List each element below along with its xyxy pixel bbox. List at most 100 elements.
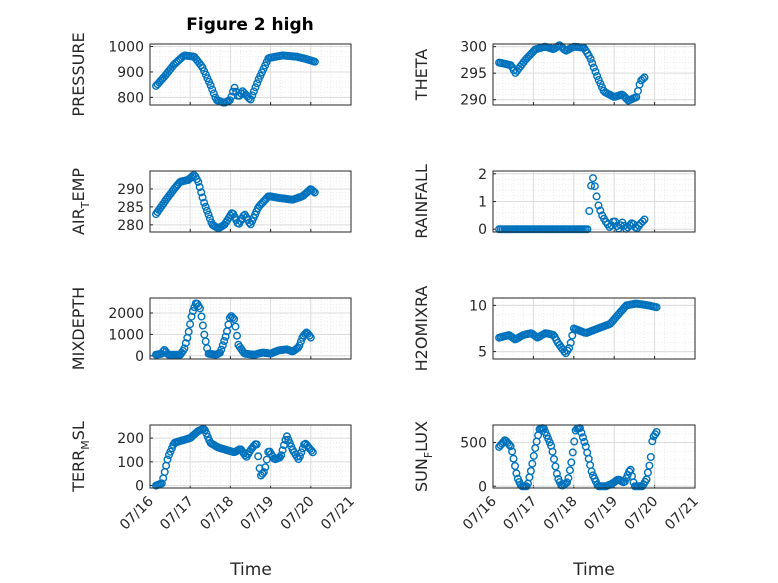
scatter-series xyxy=(151,51,319,107)
data-point xyxy=(652,428,661,437)
data-point xyxy=(638,217,647,226)
data-point xyxy=(593,71,602,80)
data-point xyxy=(220,337,229,346)
scatter-series xyxy=(151,170,319,233)
data-point xyxy=(652,303,661,312)
data-point xyxy=(261,463,270,472)
y-axis-label-6: TERRMSL xyxy=(69,421,92,493)
data-point xyxy=(307,446,316,455)
data-point xyxy=(236,89,245,98)
y-tick-label: 300 xyxy=(460,40,487,56)
y-tick-label: 1000 xyxy=(108,40,144,56)
data-point xyxy=(511,462,520,471)
data-point xyxy=(551,462,560,471)
data-point xyxy=(204,210,213,219)
x-tick-label: 07/21 xyxy=(318,494,358,534)
x-tick-label: 07/21 xyxy=(662,494,702,534)
data-point xyxy=(194,177,203,186)
data-point xyxy=(254,452,263,461)
data-point xyxy=(594,201,603,210)
y-tick-label: 295 xyxy=(460,66,487,82)
data-point xyxy=(592,192,601,201)
data-point xyxy=(201,202,210,211)
data-point xyxy=(246,95,255,104)
data-point xyxy=(586,54,595,63)
data-point xyxy=(553,42,562,51)
data-point xyxy=(589,174,598,183)
subplot-h2omixra: 5 10 H2OMIXRA xyxy=(412,286,696,372)
data-point xyxy=(568,331,577,340)
y-tick-label: 2 xyxy=(478,167,487,183)
axes-box xyxy=(149,297,352,360)
data-point xyxy=(258,469,267,478)
data-point xyxy=(563,478,572,487)
data-point xyxy=(640,73,649,82)
subplot-pressure: 800 900 1000 PRESSURE xyxy=(69,32,352,117)
data-point xyxy=(230,315,239,324)
y-axis-label-4: MIXDEPTH xyxy=(69,287,88,370)
data-point xyxy=(195,183,204,192)
data-point xyxy=(157,479,166,488)
data-point xyxy=(580,437,589,446)
data-point xyxy=(202,206,211,215)
y-tick-label: 900 xyxy=(117,65,144,81)
y-tick-label: 290 xyxy=(117,182,144,198)
scatter-series xyxy=(495,41,649,105)
x-tick-label: 07/19 xyxy=(238,494,278,534)
axes-box xyxy=(492,170,696,233)
data-point xyxy=(596,206,605,215)
data-point xyxy=(206,81,215,90)
data-point xyxy=(587,467,596,476)
y-tick-label: 5 xyxy=(478,345,487,361)
data-point xyxy=(566,338,575,347)
data-point xyxy=(309,187,318,196)
axes-box xyxy=(149,424,352,489)
data-point xyxy=(587,181,596,190)
data-point xyxy=(526,467,535,476)
data-point xyxy=(578,433,587,442)
data-point xyxy=(197,188,206,197)
data-point xyxy=(310,57,319,66)
y-axis-label-5: H2OMIXRA xyxy=(412,286,431,372)
data-point xyxy=(198,193,207,202)
data-point xyxy=(590,182,599,191)
subplot-rainfall: 0 1 2 RAINFALL xyxy=(412,164,696,239)
y-axis-label-3: RAINFALL xyxy=(412,164,431,239)
y-axis-label-1: THETA xyxy=(412,49,431,101)
y-tick-label: 10 xyxy=(469,298,487,314)
data-point xyxy=(163,455,172,464)
data-point xyxy=(232,331,241,340)
data-point xyxy=(197,312,206,321)
axes-box xyxy=(492,43,696,106)
data-point xyxy=(231,322,240,331)
data-point xyxy=(262,455,271,464)
data-point xyxy=(184,327,193,336)
data-point xyxy=(295,452,304,461)
y-tick-label: 1 xyxy=(478,195,487,211)
data-point xyxy=(297,448,306,457)
data-point xyxy=(228,313,237,322)
data-point xyxy=(645,461,654,470)
data-point xyxy=(565,466,574,475)
data-point xyxy=(310,188,319,197)
figure-title: Figure 2 high xyxy=(186,15,314,35)
data-point xyxy=(217,345,226,354)
y-tick-label: 0 xyxy=(135,349,144,365)
data-point xyxy=(208,85,217,94)
data-point xyxy=(508,447,517,456)
data-point xyxy=(209,89,218,98)
axes-box xyxy=(149,170,352,233)
data-point xyxy=(205,214,214,223)
data-point xyxy=(180,344,189,353)
data-point xyxy=(577,428,586,437)
data-point xyxy=(528,459,537,468)
x-axis-label-left: Time xyxy=(229,560,272,580)
data-point xyxy=(509,454,518,463)
data-point xyxy=(295,341,304,350)
data-point xyxy=(635,80,644,89)
data-point xyxy=(591,67,600,76)
axes-box xyxy=(492,297,696,360)
x-tick-label: 07/16 xyxy=(460,493,500,533)
x-tick-label: 07/18 xyxy=(541,494,581,534)
